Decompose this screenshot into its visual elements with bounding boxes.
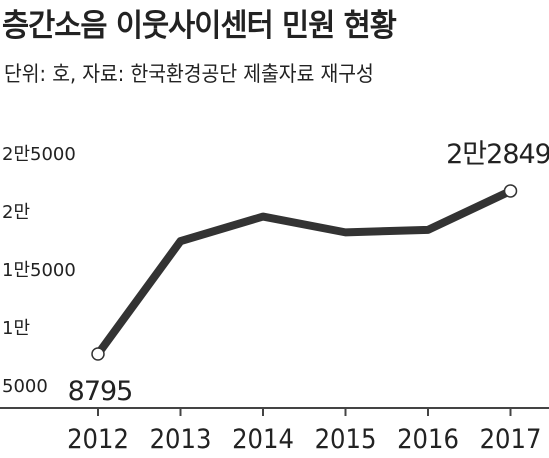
y-axis: 5000 1만 1만5000 2만 2만5000 <box>2 144 76 397</box>
y-tick-label: 2만5000 <box>2 144 76 165</box>
y-tick-label: 1만 <box>2 318 30 339</box>
chart-subtitle: 단위: 호, 자료: 한국환경공단 제출자료 재구성 <box>4 62 374 86</box>
x-tick-label: 2014 <box>232 424 294 455</box>
series-layer <box>91 184 518 361</box>
data-label: 2만2849 <box>446 139 549 170</box>
x-tick-label: 2012 <box>67 424 129 455</box>
y-tick-label: 1만5000 <box>2 260 76 281</box>
y-tick-label: 2만 <box>2 202 30 223</box>
data-label: 8795 <box>68 376 133 407</box>
data-point-marker <box>91 347 105 361</box>
x-tick-label: 2017 <box>480 424 542 455</box>
data-point-marker <box>503 184 518 198</box>
x-axis: 2012 2013 2014 2015 2016 2017 <box>0 407 549 455</box>
x-tick-label: 2013 <box>150 424 212 455</box>
x-tick-label: 2015 <box>315 424 377 455</box>
data-label-layer: 8795 2만2849 <box>68 139 549 407</box>
y-tick-label: 5000 <box>2 376 48 397</box>
chart-title: 층간소음 이웃사이센터 민원 현황 <box>2 8 397 44</box>
series-line <box>94 186 515 358</box>
x-tick-label: 2016 <box>397 424 459 455</box>
